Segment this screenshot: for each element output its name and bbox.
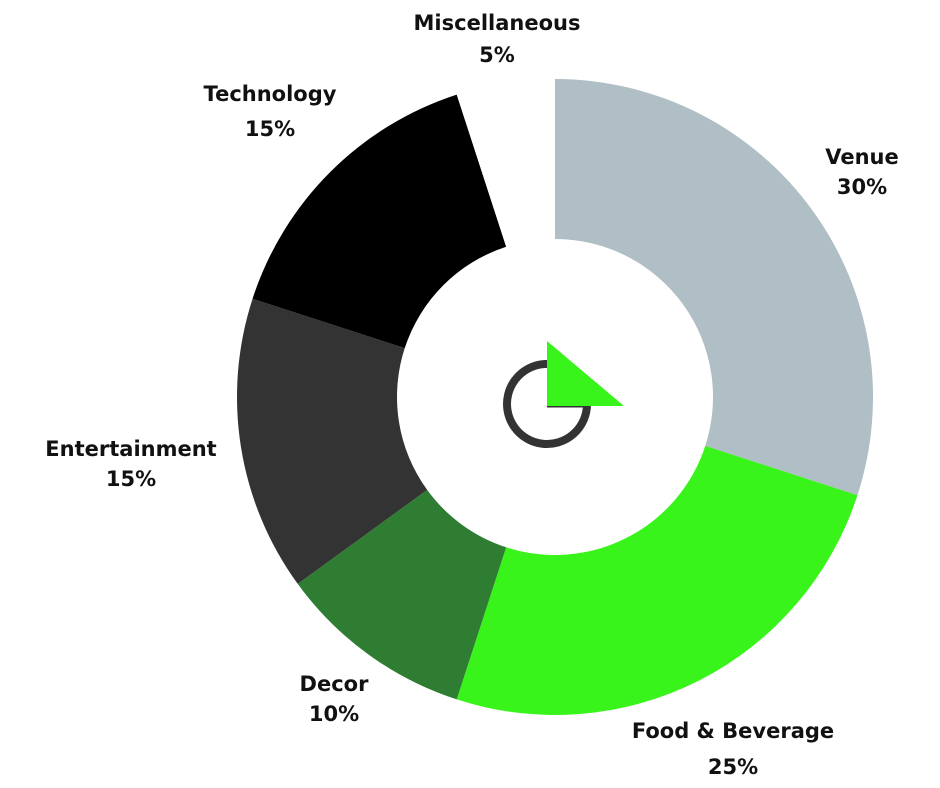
value-label-miscellaneous: 5% <box>479 43 515 67</box>
label-food-beverage: Food & Beverage <box>632 719 834 743</box>
slice-labels: Venue 30% Food & Beverage 25% Decor 10% Entert… <box>45 11 898 779</box>
logo-arrow-triangle <box>547 341 624 406</box>
label-venue: Venue <box>825 145 899 169</box>
slice-miscellaneous <box>456 79 555 247</box>
value-label-venue: 30% <box>837 175 887 199</box>
value-label-technology: 15% <box>245 117 295 141</box>
value-label-decor: 10% <box>309 702 359 726</box>
slice-decor <box>297 489 507 700</box>
slice-technology <box>252 94 507 349</box>
label-miscellaneous: Miscellaneous <box>414 11 581 35</box>
slice-food-beverage <box>456 445 858 715</box>
value-label-food-beverage: 25% <box>708 755 758 779</box>
slice-entertainment <box>236 298 428 584</box>
logo-ring-arc <box>503 360 591 448</box>
slice-venue <box>555 79 873 496</box>
value-label-entertainment: 15% <box>106 467 156 491</box>
label-technology: Technology <box>204 82 337 106</box>
donut-slices <box>236 79 873 715</box>
label-entertainment: Entertainment <box>45 437 216 461</box>
label-decor: Decor <box>300 672 370 696</box>
g-arrow-logo-icon <box>503 341 624 448</box>
